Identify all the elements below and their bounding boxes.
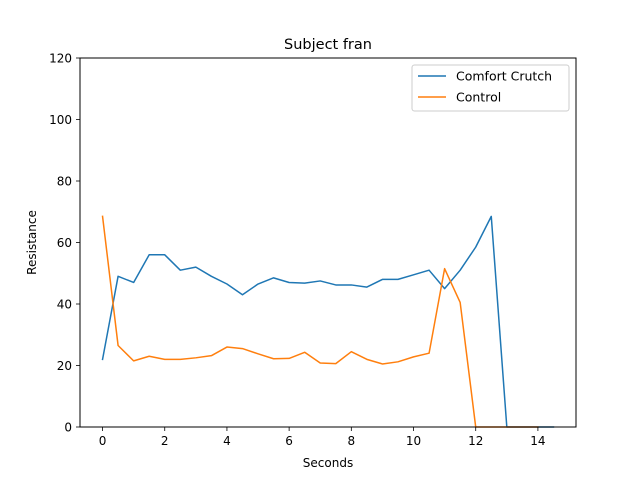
x-tick-label: 12 xyxy=(468,434,483,448)
x-tick-label: 6 xyxy=(285,434,293,448)
x-tick-label: 8 xyxy=(348,434,356,448)
x-tick-label: 14 xyxy=(530,434,545,448)
plot-area xyxy=(101,215,555,428)
chart-title: Subject fran xyxy=(284,37,372,53)
legend-label: Control xyxy=(456,90,501,105)
axis-ticks: 0 2 4 6 8 10 12 14 0 20 40 60 80 100 120 xyxy=(49,51,545,448)
legend-item: Comfort Crutch xyxy=(418,69,552,84)
x-axis-label: Seconds xyxy=(303,456,353,470)
legend-box xyxy=(411,64,570,112)
y-tick-label: 0 xyxy=(64,420,72,434)
x-tick-label: 0 xyxy=(99,434,107,448)
x-tick-label: 4 xyxy=(223,434,231,448)
y-tick-label: 20 xyxy=(57,359,72,373)
legend: Comfort Crutch Control xyxy=(411,64,570,112)
series-1 xyxy=(101,215,555,428)
legend-label: Comfort Crutch xyxy=(456,69,552,84)
series-line xyxy=(101,215,555,428)
y-tick-label: 120 xyxy=(49,51,72,65)
y-axis-label: Resistance xyxy=(25,210,39,275)
y-tick-label: 80 xyxy=(57,174,72,188)
series-line xyxy=(101,215,539,428)
x-tick-label: 2 xyxy=(161,434,169,448)
series-2 xyxy=(101,215,539,428)
y-tick-label: 40 xyxy=(57,297,72,311)
legend-item: Control xyxy=(418,90,501,105)
x-tick-label: 10 xyxy=(406,434,421,448)
y-tick-label: 60 xyxy=(57,236,72,250)
y-tick-label: 100 xyxy=(49,113,72,127)
